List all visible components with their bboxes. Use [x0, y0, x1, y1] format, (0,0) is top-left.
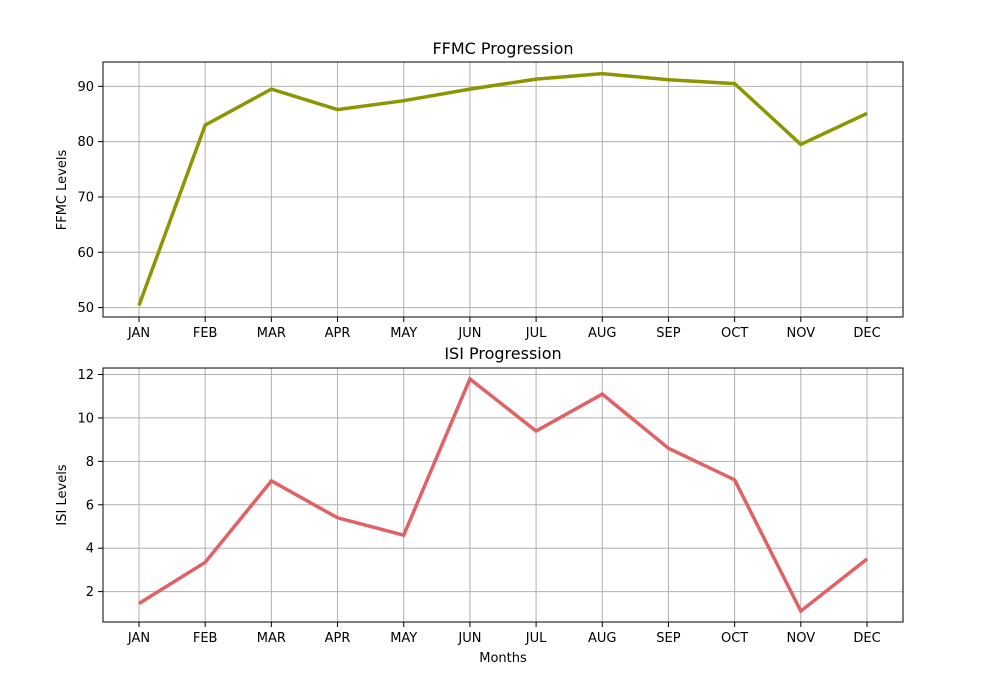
data-point [469, 88, 471, 90]
data-point [270, 88, 272, 90]
data-point [403, 100, 405, 102]
isi-chart: ISI Progression ISI Levels Months JAN FEB… [55, 344, 904, 666]
x-tick-label: OCT [721, 631, 748, 646]
data-point [601, 73, 603, 75]
chart-title: ISI Progression [444, 344, 561, 363]
x-tick-label: SEP [656, 326, 680, 341]
data-point [667, 79, 669, 81]
x-tick-label: MAR [257, 326, 286, 341]
data-point [800, 610, 802, 612]
y-tick-label: 6 [86, 498, 94, 513]
chart-title: FFMC Progression [432, 39, 573, 58]
x-tick-label: FEB [193, 326, 218, 341]
ticks: JAN FEB MAR APR MAY JUN JUL AUG SEP OCT NOV DEC 50 60… [77, 80, 880, 341]
data-point [403, 534, 405, 536]
data-point [337, 109, 339, 111]
x-tick-label: SEP [656, 631, 680, 646]
x-tick-label: AUG [588, 326, 616, 341]
y-tick-label: 8 [86, 455, 94, 470]
plot-frame [102, 367, 904, 623]
grid [103, 368, 903, 622]
ffmc-chart: FFMC Progression FFMC Levels JAN FEB MAR AP… [55, 39, 904, 341]
x-axis-label: Months [479, 651, 527, 666]
data-point [204, 561, 206, 563]
data-point [866, 558, 868, 560]
x-tick-label: JUL [525, 631, 547, 646]
data-point [866, 112, 868, 114]
plot-frame [102, 61, 904, 318]
y-tick-label: 70 [77, 190, 94, 205]
x-tick-label: JAN [127, 326, 150, 341]
y-tick-label: 50 [77, 301, 94, 316]
y-tick-label: 4 [86, 542, 94, 557]
x-tick-label: MAR [257, 631, 286, 646]
x-tick-label: JUL [525, 326, 547, 341]
y-tick-label: 90 [77, 80, 94, 95]
series-line [137, 71, 868, 307]
y-tick-label: 10 [77, 411, 94, 426]
y-tick-label: 60 [77, 246, 94, 261]
x-tick-label: DEC [853, 631, 880, 646]
data-point [204, 124, 206, 126]
x-tick-label: JUN [457, 326, 481, 341]
data-point [469, 378, 471, 380]
series-line [138, 376, 869, 614]
x-tick-label: MAY [390, 326, 417, 341]
x-tick-label: MAY [390, 631, 417, 646]
data-point [667, 447, 669, 449]
x-tick-label: NOV [787, 631, 816, 646]
data-point [270, 480, 272, 482]
data-point [734, 83, 736, 85]
ticks: JAN FEB MAR APR MAY JUN JUL AUG SEP OCT NOV DEC 2 4 6 8… [77, 368, 880, 646]
y-tick-label: 12 [77, 368, 94, 383]
x-tick-label: JUN [457, 631, 481, 646]
y-axis-label: FFMC Levels [55, 150, 70, 231]
data-point [138, 304, 140, 306]
plot-area [138, 376, 869, 614]
grid [103, 62, 903, 317]
x-tick-label: FEB [193, 631, 218, 646]
x-tick-label: AUG [588, 631, 616, 646]
data-point [734, 479, 736, 481]
y-tick-label: 80 [77, 135, 94, 150]
x-tick-label: APR [325, 631, 351, 646]
x-tick-label: DEC [853, 326, 880, 341]
x-tick-label: APR [325, 326, 351, 341]
data-point [535, 430, 537, 432]
data-point [601, 393, 603, 395]
x-tick-label: JAN [127, 631, 150, 646]
data-point [138, 603, 140, 605]
data-point [800, 143, 802, 145]
y-tick-label: 2 [86, 585, 94, 600]
y-axis-label: ISI Levels [55, 464, 70, 525]
x-tick-label: NOV [787, 326, 816, 341]
data-point [337, 517, 339, 519]
x-tick-label: OCT [721, 326, 748, 341]
data-point [535, 78, 537, 80]
plot-area [137, 71, 868, 307]
